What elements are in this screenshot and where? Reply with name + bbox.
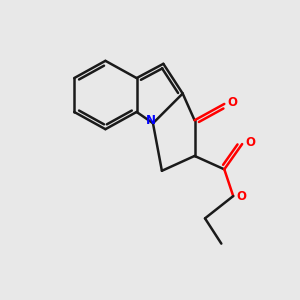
Text: O: O bbox=[228, 96, 238, 109]
Text: N: N bbox=[146, 114, 156, 128]
Text: O: O bbox=[236, 190, 247, 202]
Text: O: O bbox=[245, 136, 256, 149]
